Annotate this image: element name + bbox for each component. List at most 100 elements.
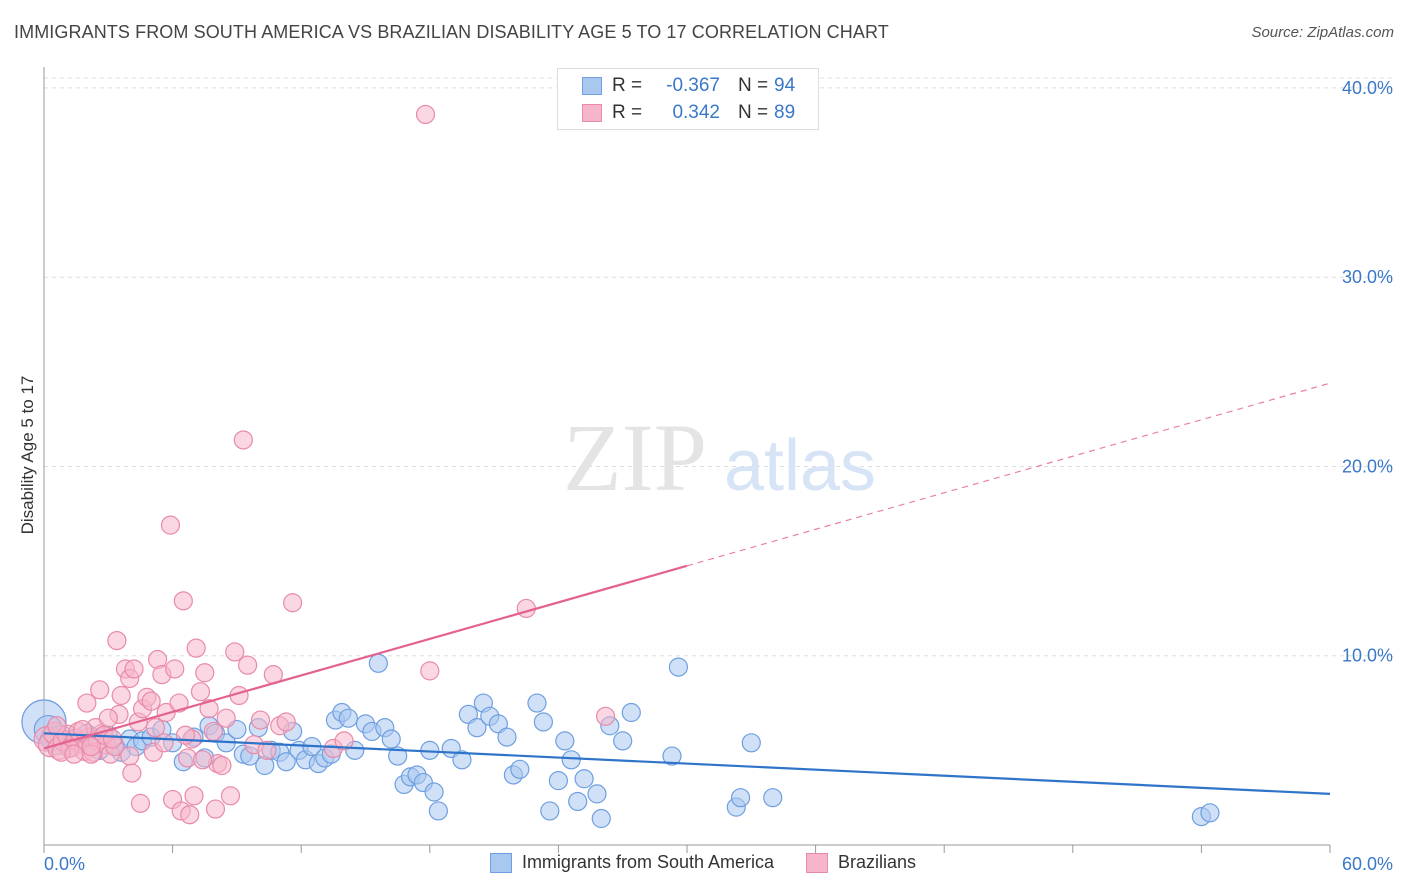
brazilians-point xyxy=(175,725,196,745)
immigrants-point xyxy=(452,750,472,770)
r-label: R = xyxy=(612,102,643,123)
brazilians-point xyxy=(193,750,213,770)
immigrants-point xyxy=(381,729,401,749)
brazilians-point xyxy=(595,706,616,726)
legend-item-brazilians[interactable]: Brazilians xyxy=(806,852,916,873)
brazilians-point xyxy=(47,716,67,736)
brazilians-point xyxy=(120,746,140,766)
brazilians-point xyxy=(250,710,271,730)
brazilians-trend-line-projection xyxy=(686,382,1331,567)
immigrants-point xyxy=(730,788,751,808)
immigrants-point xyxy=(591,808,611,829)
brazilians-point xyxy=(238,655,258,675)
stats-legend: R = -0.367 N = 94 R = 0.342 N = 89 xyxy=(557,68,819,130)
pink-swatch xyxy=(582,104,602,122)
brazilians-point xyxy=(156,702,176,723)
blue-swatch xyxy=(489,852,512,873)
y-tick-label: 10.0% xyxy=(1342,646,1393,666)
brazilians-point xyxy=(107,630,127,651)
series-legend: Immigrants from South America Brazilians xyxy=(0,852,1406,873)
n-label: N = xyxy=(738,75,769,96)
immigrants-trend-line xyxy=(43,732,1331,795)
brazilians-point xyxy=(334,731,354,751)
brazilians-point xyxy=(77,693,97,713)
brazilians-point xyxy=(165,659,185,679)
brazilians-point xyxy=(205,799,226,819)
immigrants-point xyxy=(763,788,783,808)
y-tick-label: 20.0% xyxy=(1342,456,1393,476)
brazilians-point xyxy=(81,736,101,757)
immigrants-point xyxy=(741,733,761,753)
brazilians-point xyxy=(102,729,123,749)
r-value-blue: -0.367 xyxy=(666,75,720,96)
n-value-pink: 89 xyxy=(774,102,796,123)
immigrants-point xyxy=(561,750,581,770)
brazilians-point xyxy=(173,591,193,611)
brazilians-point xyxy=(64,744,84,764)
brazilians-point xyxy=(212,755,232,776)
x-tick-label: 60.0% xyxy=(1342,854,1393,874)
immigrants-point xyxy=(533,712,553,732)
legend-label-immigrants: Immigrants from South America xyxy=(521,852,775,872)
brazilians-point xyxy=(98,708,118,728)
brazilians-point xyxy=(276,712,296,732)
brazilians-point xyxy=(160,515,181,535)
immigrants-point xyxy=(368,653,388,673)
immigrants-point xyxy=(662,746,682,766)
brazilians-point xyxy=(169,693,189,713)
legend-label-brazilians: Brazilians xyxy=(838,852,917,872)
brazilians-point xyxy=(233,430,253,450)
brazilians-point xyxy=(257,740,277,760)
brazilians-point xyxy=(186,638,206,658)
source-label: Source: ZipAtlas.com xyxy=(1251,24,1394,41)
brazilians-point xyxy=(195,663,215,683)
immigrants-point xyxy=(424,782,444,802)
immigrants-point xyxy=(510,759,530,779)
blue-swatch xyxy=(582,77,602,95)
brazilians-point xyxy=(516,598,536,619)
brazilians-point xyxy=(283,593,303,613)
brazilians-point xyxy=(184,786,204,806)
immigrants-point xyxy=(555,731,575,751)
brazilians-point xyxy=(154,733,174,753)
brazilians-point xyxy=(216,708,236,728)
chart-title: IMMIGRANTS FROM SOUTH AMERICA VS BRAZILI… xyxy=(14,22,889,42)
brazilians-point xyxy=(225,642,245,662)
r-value-pink: 0.342 xyxy=(672,102,720,123)
immigrants-point xyxy=(668,657,689,677)
brazilians-point xyxy=(145,718,166,738)
r-label: R = xyxy=(612,75,643,96)
y-tick-label: 30.0% xyxy=(1342,267,1393,287)
brazilians-point xyxy=(180,805,200,825)
brazilians-point xyxy=(111,685,131,706)
brazilians-trend-line xyxy=(43,564,688,750)
brazilians-point xyxy=(122,763,142,783)
immigrants-point xyxy=(621,702,641,723)
immigrants-point xyxy=(338,708,358,728)
y-tick-label: 40.0% xyxy=(1342,78,1393,98)
immigrants-point xyxy=(568,791,588,812)
immigrants-point xyxy=(428,801,448,821)
immigrants-point xyxy=(276,752,296,772)
watermark-zip: ZIP xyxy=(563,404,707,511)
brazilians-point xyxy=(415,104,436,125)
brazilians-point xyxy=(220,786,241,806)
immigrants-point xyxy=(1200,803,1220,823)
immigrants-point xyxy=(613,731,633,751)
immigrants-point xyxy=(548,771,569,791)
immigrants-point xyxy=(527,693,547,713)
watermark-atlas: atlas xyxy=(724,426,876,506)
n-value-blue: 94 xyxy=(774,75,796,96)
legend-item-immigrants[interactable]: Immigrants from South America xyxy=(489,852,775,873)
immigrants-point xyxy=(388,746,408,766)
n-label: N = xyxy=(738,102,769,123)
brazilians-point xyxy=(141,691,161,711)
legend-row-blue: R = -0.367 N = 94 xyxy=(582,74,795,98)
legend-row-pink: R = 0.342 N = 89 xyxy=(582,101,795,125)
pink-swatch xyxy=(806,852,829,873)
brazilians-point xyxy=(199,699,219,719)
brazilians-point xyxy=(124,659,144,679)
immigrants-point xyxy=(540,801,560,821)
x-tick-label: 0.0% xyxy=(44,854,85,874)
brazilians-point xyxy=(130,793,151,813)
